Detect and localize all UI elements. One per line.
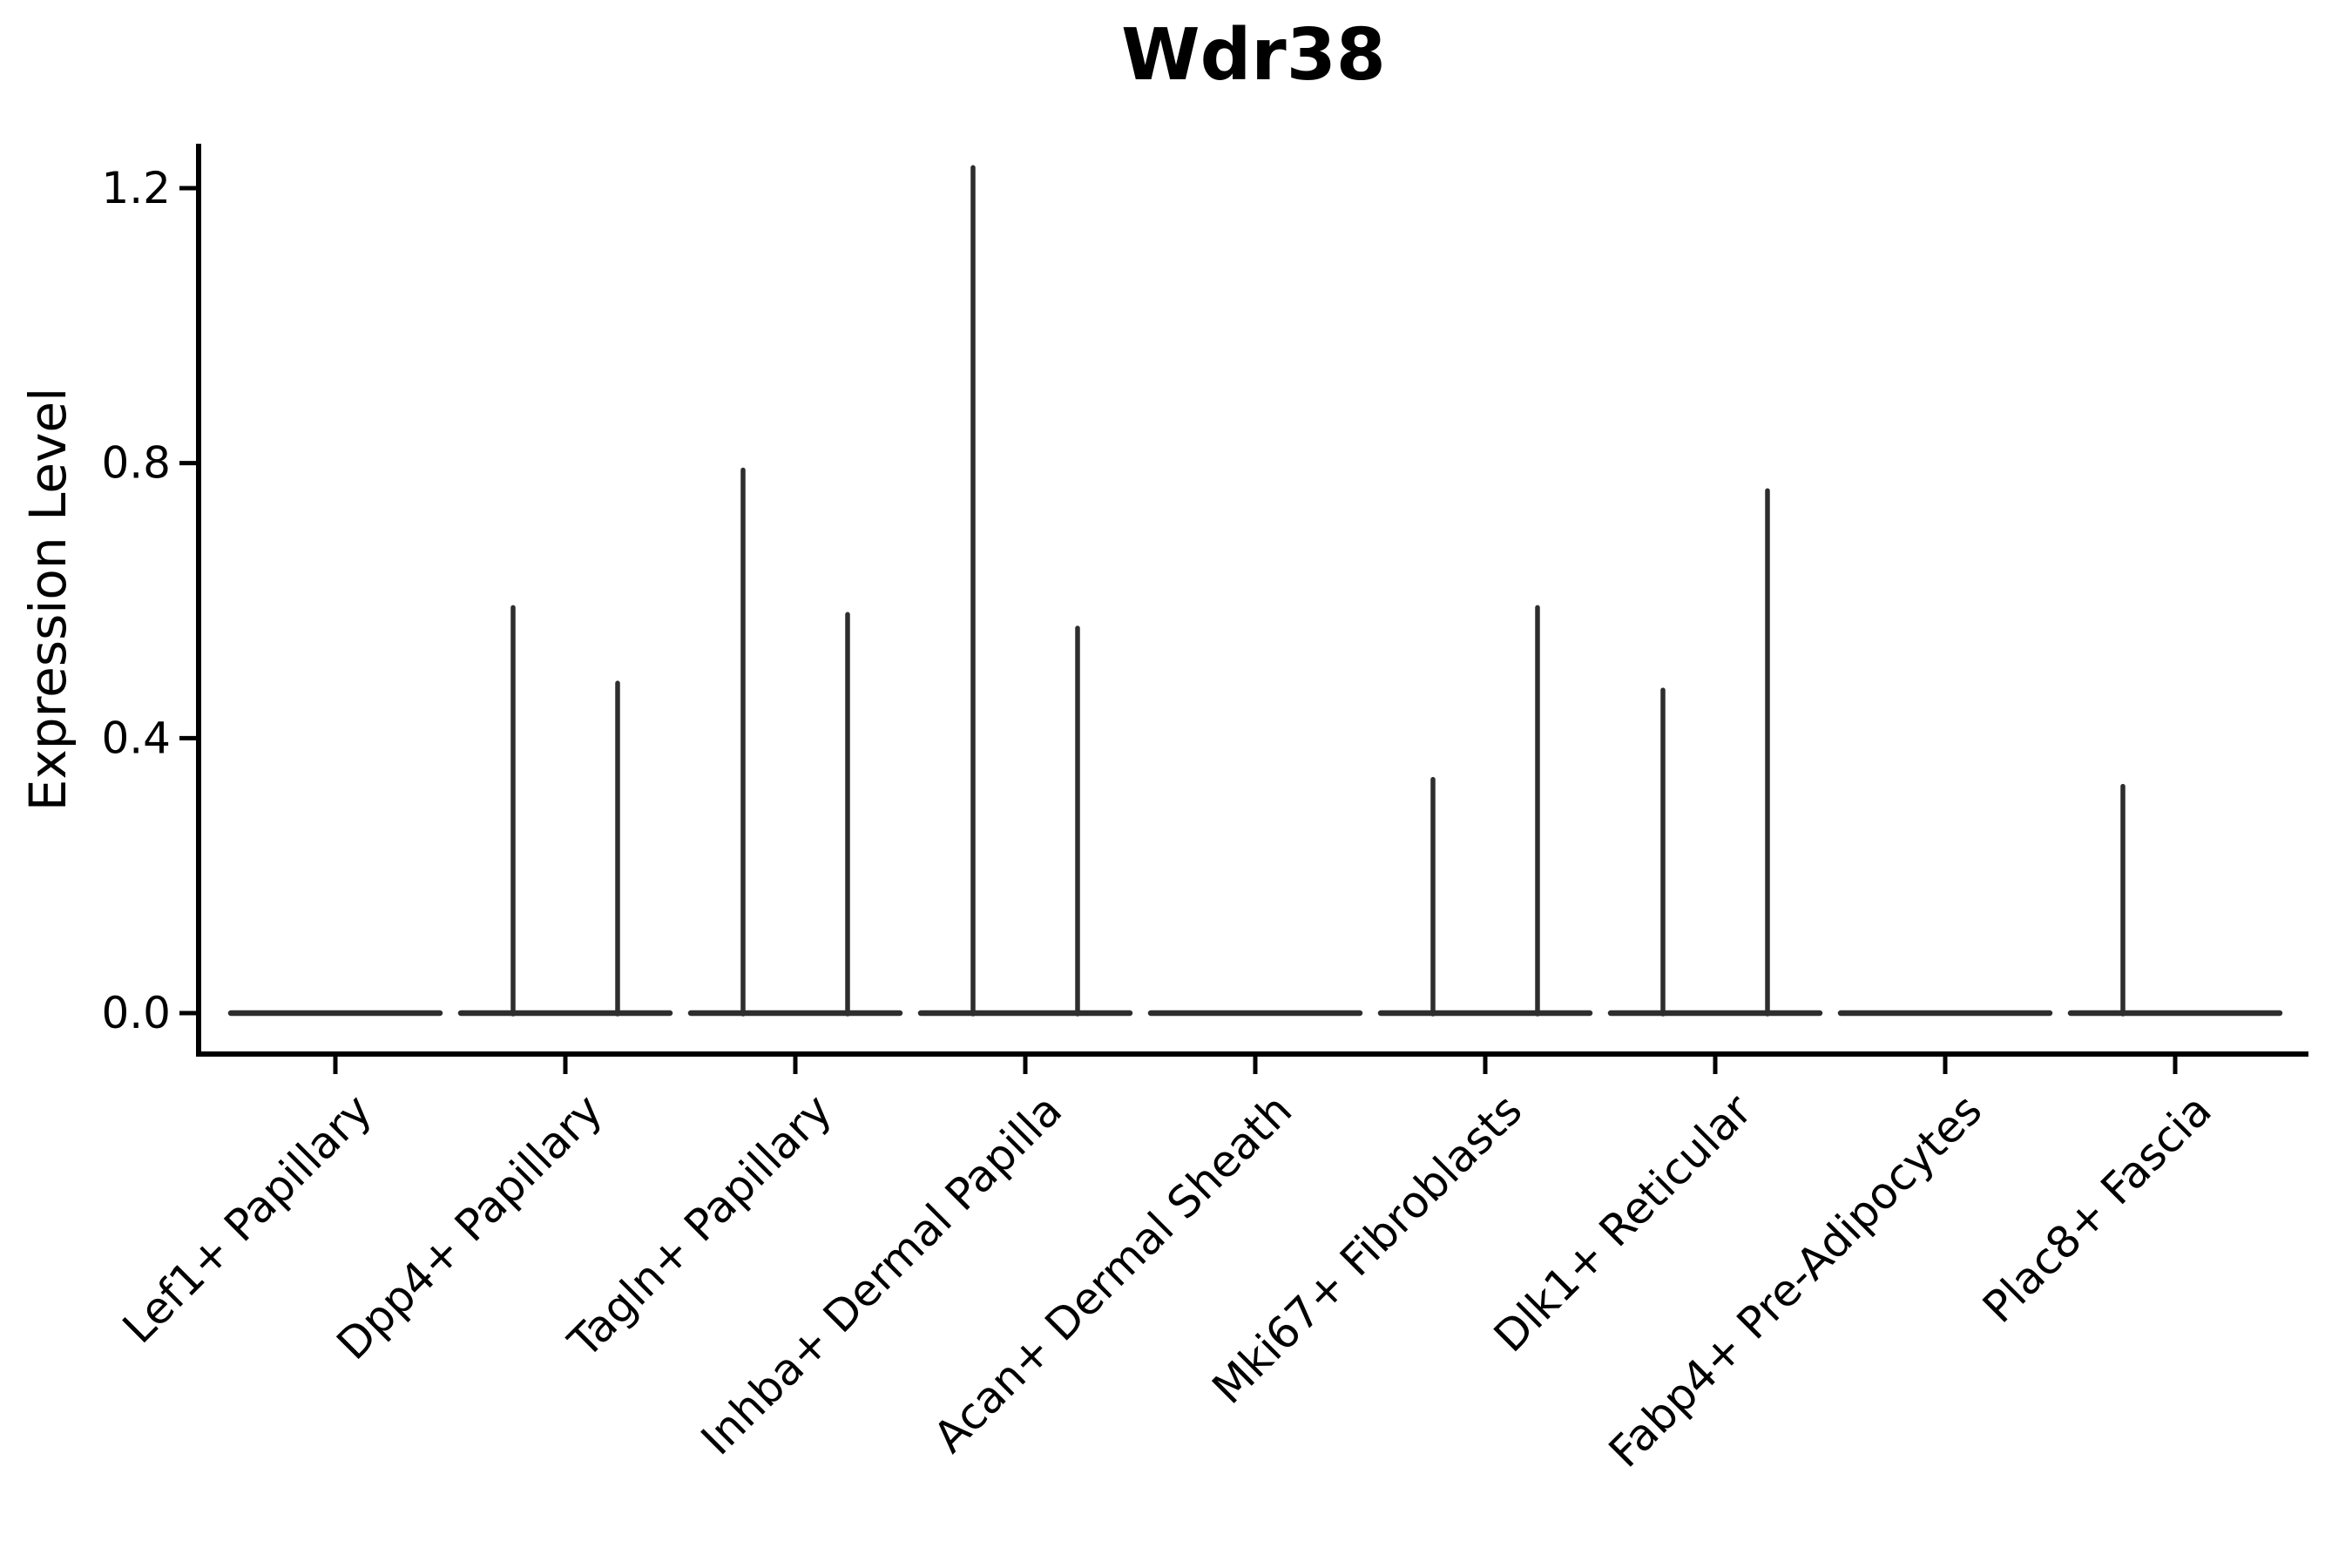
y-tick-label: 0.8	[101, 438, 171, 489]
plot-title: Wdr38	[1121, 14, 1386, 97]
y-tick-label: 0.0	[101, 988, 171, 1038]
y-tick-label: 0.4	[101, 713, 171, 763]
y-tick-label: 1.2	[101, 163, 171, 213]
